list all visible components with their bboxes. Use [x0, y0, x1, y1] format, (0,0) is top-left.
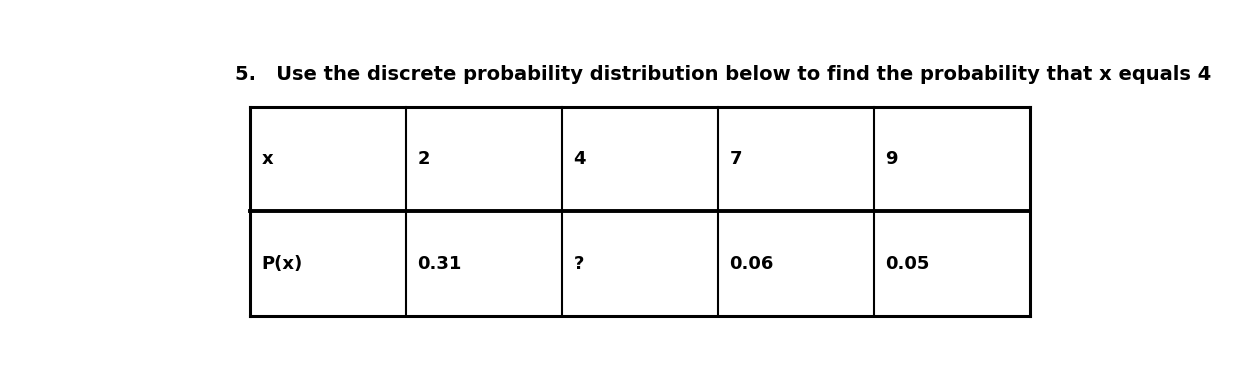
Text: 0.31: 0.31	[418, 255, 462, 273]
Text: 5.   Use the discrete probability distribution below to find the probability tha: 5. Use the discrete probability distribu…	[235, 65, 1211, 84]
Text: 9: 9	[886, 150, 898, 168]
Text: ?: ?	[574, 255, 584, 273]
Text: 4: 4	[574, 150, 586, 168]
Text: 0.06: 0.06	[730, 255, 774, 273]
Text: 7: 7	[730, 150, 742, 168]
Text: P(x): P(x)	[262, 255, 303, 273]
Text: 0.05: 0.05	[886, 255, 930, 273]
Text: 2: 2	[418, 150, 430, 168]
Text: x: x	[262, 150, 273, 168]
